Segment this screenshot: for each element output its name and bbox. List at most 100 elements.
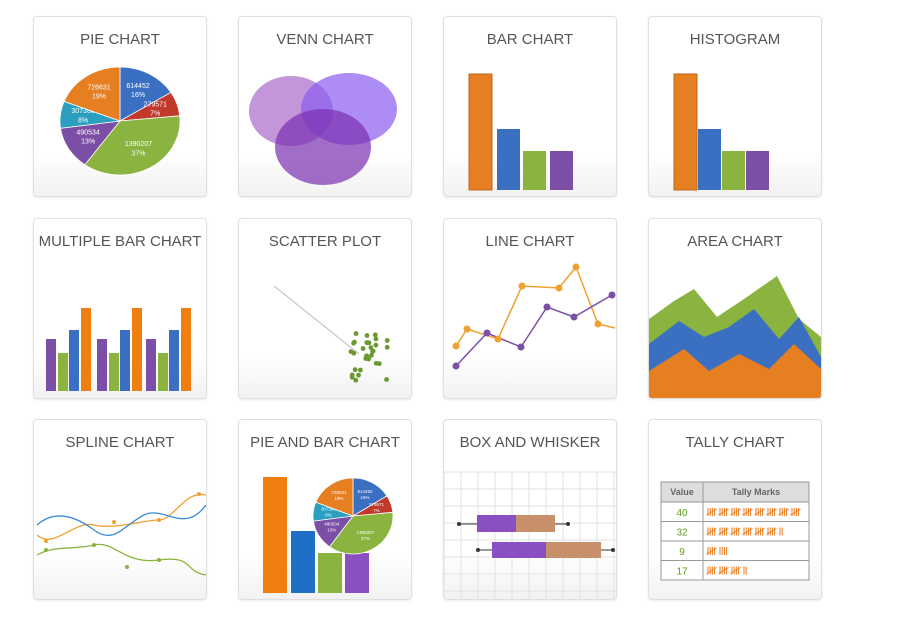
spline (36, 543, 206, 576)
card[interactable]: BAR CHART (443, 16, 617, 197)
whisker-end (457, 522, 615, 552)
slice-value: 726631 (87, 85, 110, 92)
slice-value: 279571 (369, 502, 385, 507)
scatter-point (356, 372, 361, 378)
slice-percent: 13% (81, 138, 95, 145)
card-title: SCATTER PLOT (269, 233, 381, 250)
slice-value: 307380 (321, 507, 337, 512)
bar (523, 151, 546, 190)
thumbnail: TALLY CHART Value Tally Marks 40 32 9 17 (660, 434, 810, 581)
card-title: AREA CHART (687, 233, 783, 250)
row-value: 32 (676, 528, 688, 539)
venn-circle (275, 109, 371, 185)
scatter-point (348, 349, 354, 355)
table-header (660, 481, 810, 503)
scatter-point (373, 360, 379, 366)
card[interactable]: LINE CHART (443, 218, 617, 399)
bar (550, 151, 573, 190)
bar (263, 477, 287, 593)
thumbnail: SCATTER PLOT (269, 233, 390, 383)
scatter-point (369, 352, 374, 358)
card[interactable]: SCATTER PLOT (238, 218, 412, 399)
bar (132, 308, 142, 391)
card-title: LINE CHART (486, 233, 575, 250)
points (452, 291, 616, 370)
scatter-point (370, 348, 376, 354)
spline (36, 493, 206, 540)
points (452, 263, 602, 350)
thumbnail: HISTOGRAM (673, 31, 780, 191)
bar (468, 73, 493, 191)
thumbnail: MULTIPLE BAR CHART (39, 233, 202, 391)
bar (169, 330, 179, 391)
scatter-point (357, 367, 363, 373)
card-title: BOX AND WHISKER (460, 434, 601, 451)
thumbnail: LINE CHART (452, 233, 616, 370)
bar (120, 330, 130, 391)
slice-percent: 37% (361, 536, 370, 541)
bar (181, 308, 191, 391)
card[interactable]: SPLINE CHART (33, 419, 207, 600)
scatter-point (353, 377, 359, 383)
scatter-point (353, 331, 359, 336)
slice-percent: 37% (131, 150, 145, 157)
pie-slice (84, 115, 181, 176)
slice-value: 490534 (324, 522, 340, 527)
card-title: PIE CHART (80, 31, 160, 48)
row-value: 40 (676, 508, 688, 519)
scatter-point (352, 367, 358, 373)
card-title: VENN CHART (276, 31, 373, 48)
points (44, 492, 201, 543)
line (455, 294, 613, 367)
bar (722, 151, 745, 190)
box (492, 542, 546, 558)
slice-percent: 8% (78, 117, 88, 124)
slice-percent: 13% (327, 527, 336, 532)
area (649, 344, 821, 398)
scatter-point (372, 332, 378, 338)
bar (698, 129, 721, 190)
card[interactable]: HISTOGRAM (648, 16, 822, 197)
bar (345, 553, 369, 593)
bar (673, 73, 698, 191)
row-value: 9 (679, 547, 685, 558)
scatter-point (364, 353, 369, 359)
scatter-point (368, 345, 374, 350)
bar (497, 129, 520, 190)
bar (46, 339, 56, 391)
pie-slice (63, 66, 121, 122)
bar (291, 531, 315, 593)
card[interactable]: VENN CHART (238, 16, 412, 197)
scatter-point (384, 377, 389, 382)
trend-line (273, 285, 360, 355)
card-title: TALLY CHART (686, 434, 785, 451)
card-title: BAR CHART (487, 31, 573, 48)
card[interactable]: AREA CHART (648, 218, 822, 399)
slice-percent: 8% (325, 513, 332, 518)
slice-value: 614452 (126, 83, 149, 90)
tally-marks (706, 508, 801, 516)
bar (146, 339, 156, 391)
card[interactable]: BOX AND WHISKER (443, 419, 617, 600)
thumbnail: AREA CHART (649, 233, 821, 398)
scatter-point (360, 346, 366, 351)
slice-value: 490534 (76, 129, 99, 136)
bar (158, 353, 168, 391)
box (516, 515, 555, 532)
card[interactable]: PIE CHART 614452 16% 279571 7% 1390207 37% 4905… (33, 16, 207, 197)
slice-percent: 16% (131, 92, 145, 99)
tally-marks (706, 527, 783, 536)
card[interactable]: TALLY CHART Value Tally Marks 40 32 9 17 (648, 419, 822, 600)
thumbnail: BOX AND WHISKER (444, 434, 616, 599)
pie-slice (315, 477, 354, 517)
bar (318, 553, 342, 593)
card[interactable]: PIE AND BAR CHART 614452 16% 279571 7% 13902… (238, 419, 412, 600)
card-title: MULTIPLE BAR CHART (39, 233, 202, 250)
pie-slice (119, 66, 172, 122)
scatter-point (384, 344, 390, 350)
card[interactable]: MULTIPLE BAR CHART (33, 218, 207, 399)
bar (97, 339, 107, 391)
scatter-point (349, 374, 355, 380)
